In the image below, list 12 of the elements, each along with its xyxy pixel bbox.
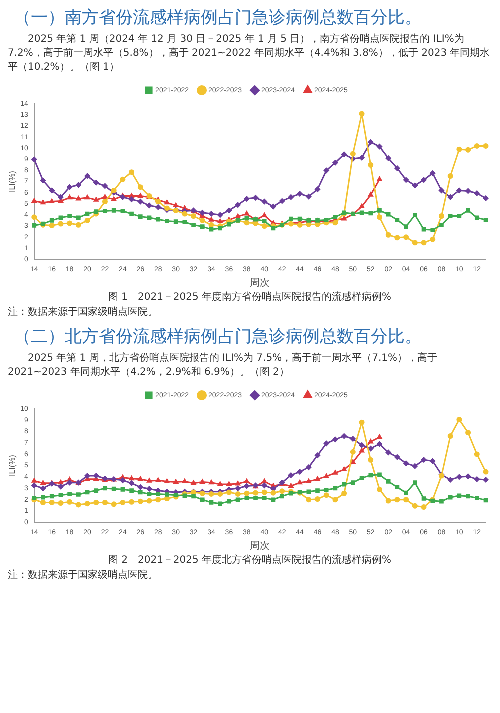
text: 注：数据来源于国家级哨点医院。 [8, 568, 159, 582]
chart-title: （一）南方省份流感样病例占门急诊病例总数百分比。 [14, 7, 423, 29]
chart-subtitle: 2025 年第 1 周，北方省份哨点医院报告的 ILI%为 7.5%，高于前一周水平（7.1%），高于 2021~2023 年同期水平（4.2%，2.9%和 6.9%）。（图 2） [8, 352, 438, 380]
y-axis-title: ILI(%) [8, 454, 18, 476]
caption: 图 1 2021－2025 年度南方省份哨点医院报告的流感样病例% [107, 290, 393, 304]
x-axis-title: 周次 [250, 540, 270, 552]
text: 注：数据来源于国家级哨点医院。 [8, 306, 159, 319]
chart-subtitle: 2025 年第 1 周（2024 年 12 月 30 日－2025 年 1 月 5 日），南方省份哨点医院报告的 ILI%为 7.2%，高于前一周水平（5.8%），高于 2021~2022 年同期水平（4.4%和 3.8%），低于 2023 年同期水平（10.2%）。（图 1） [8, 33, 492, 75]
y-axis-title: ILI(%) [8, 170, 18, 192]
chart-title: （二）北方省份流感样病例占门急诊病例总数百分比。 [14, 326, 423, 348]
caption: 图 2 2021－2025 年度北方省份哨点医院报告的流感样病例% [107, 554, 393, 567]
x-axis-title: 周次 [250, 278, 270, 289]
